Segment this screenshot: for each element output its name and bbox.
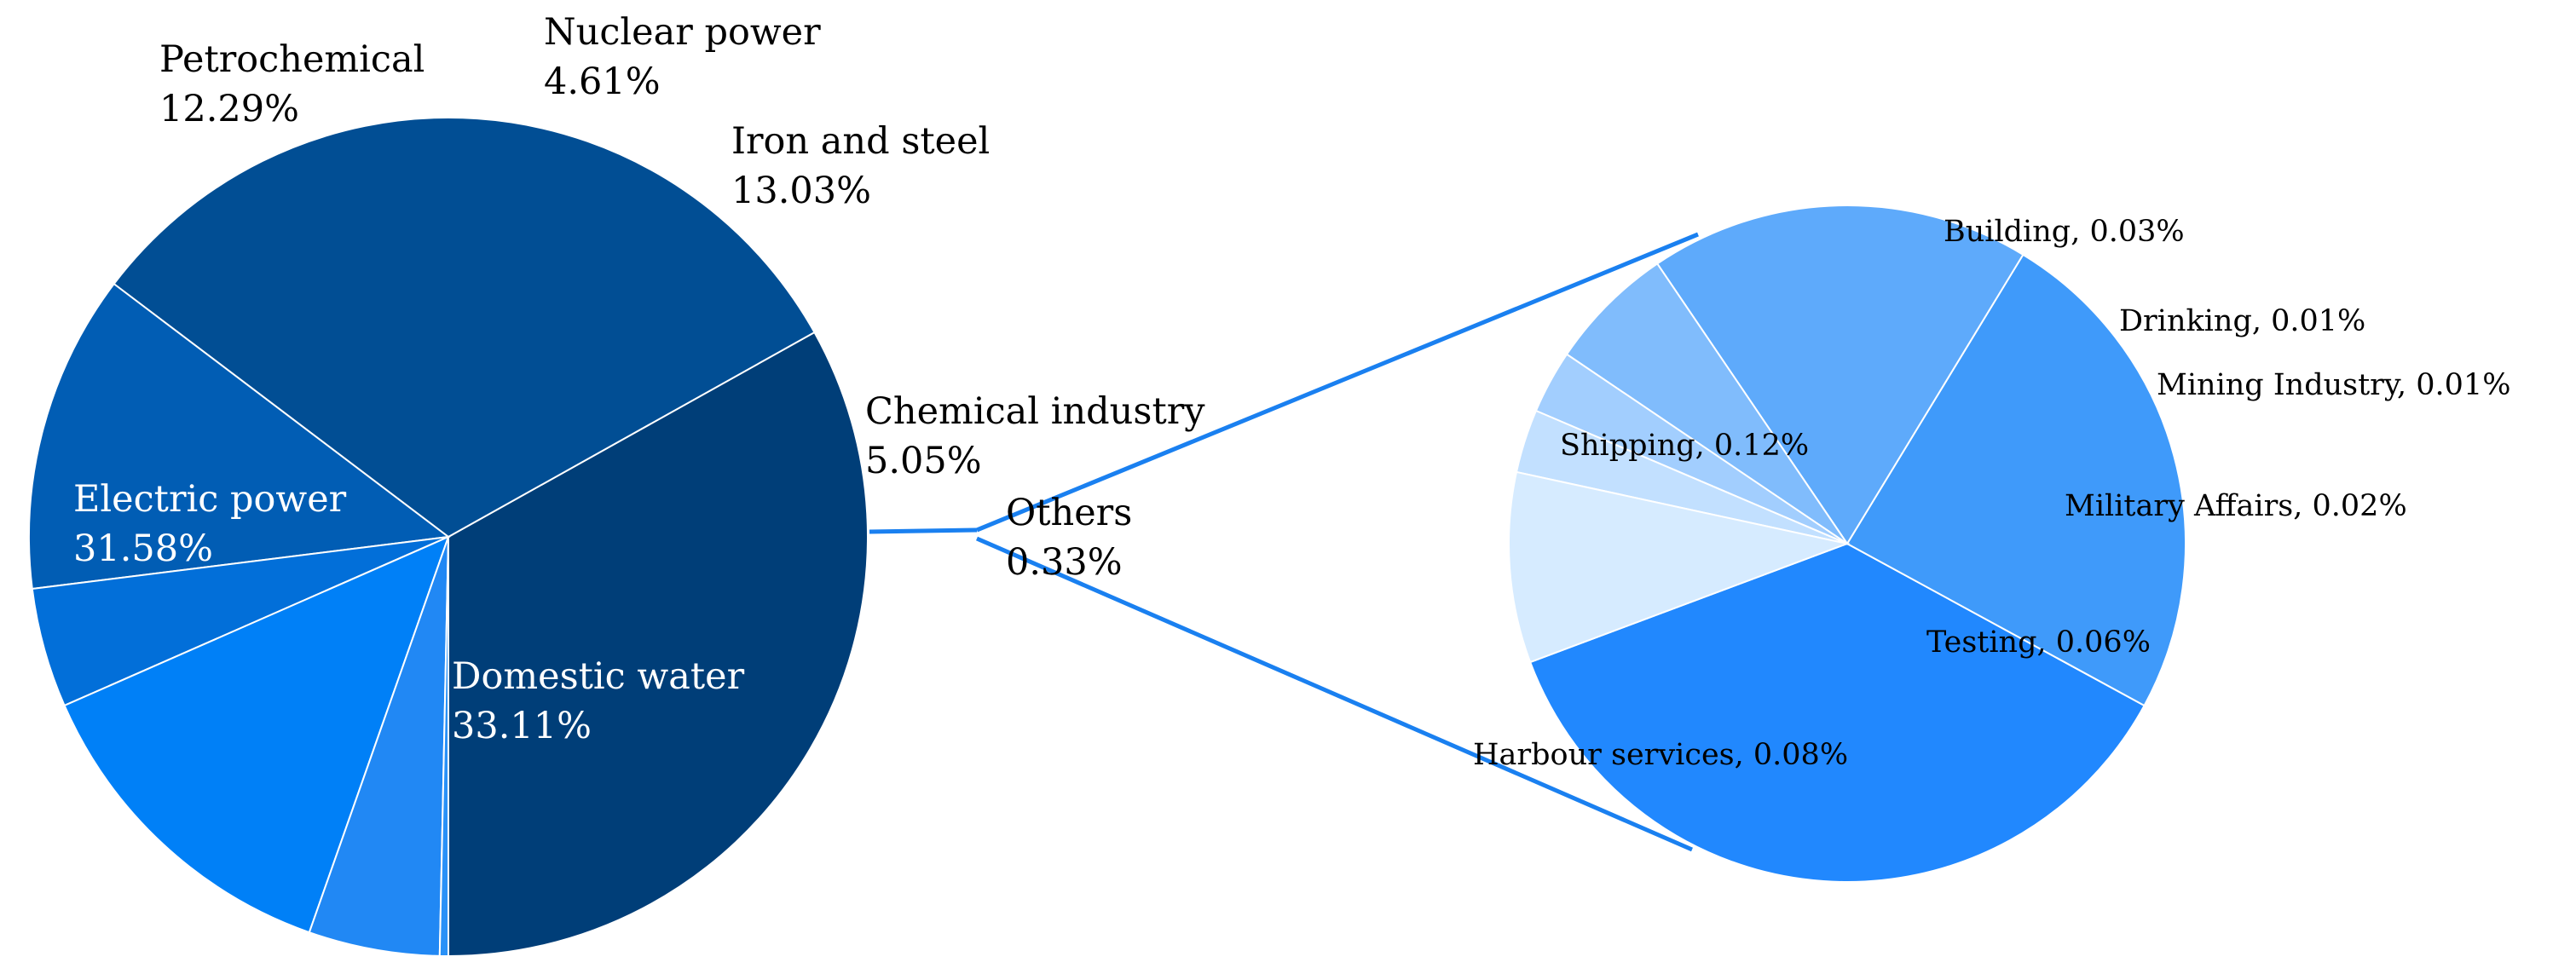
- label-shipping: Shipping, 0.12%: [1560, 429, 1809, 463]
- slice-others: [438, 536, 449, 958]
- others-breakdown-pie: [1508, 205, 2186, 883]
- slice-building: [1508, 470, 1851, 664]
- label-others: Others 0.33%: [1006, 492, 1132, 584]
- slice-shipping: [1528, 542, 2146, 883]
- label-petrochemical: Petrochemical 12.29%: [159, 38, 425, 130]
- label-testing: Testing, 0.06%: [1926, 625, 2151, 660]
- pie-connector-lines: [869, 232, 1699, 852]
- label-electric-power: Electric power 31.58%: [73, 478, 347, 570]
- label-military-affairs: Military Affairs, 0.02%: [2065, 489, 2407, 523]
- slice-chemical-industry: [308, 536, 449, 957]
- label-chemical-industry: Chemical industry 5.05%: [865, 390, 1205, 482]
- slice-military-affairs: [1565, 262, 1848, 545]
- label-building: Building, 0.03%: [1944, 215, 2185, 249]
- label-nuclear-power: Nuclear power 4.61%: [544, 11, 821, 103]
- label-iron-and-steel: Iron and steel 13.03%: [731, 120, 990, 212]
- slice-testing: [1655, 205, 2024, 545]
- breakdown-pie-labels: Shipping, 0.12% Harbour services, 0.08% Te…: [1473, 215, 2510, 772]
- label-domestic-water: Domestic water 33.11%: [452, 655, 745, 747]
- slice-harbour-services: [1845, 253, 2186, 707]
- label-mining-industry: Mining Industry, 0.01%: [2157, 368, 2510, 402]
- connector-line-stub: [869, 527, 978, 534]
- main-pie: [28, 117, 869, 958]
- slice-iron-and-steel: [63, 535, 450, 934]
- label-drinking: Drinking, 0.01%: [2119, 304, 2365, 338]
- slice-electric-power: [113, 117, 816, 539]
- connector-line-top: [976, 232, 1699, 533]
- slice-domestic-water: [448, 331, 869, 958]
- slice-petrochemical: [28, 282, 451, 591]
- connector-line-bottom: [976, 536, 1693, 852]
- label-harbour-services: Harbour services, 0.08%: [1473, 738, 1848, 772]
- main-pie-labels: Domestic water 33.11% Electric power 31.58%…: [73, 11, 1205, 747]
